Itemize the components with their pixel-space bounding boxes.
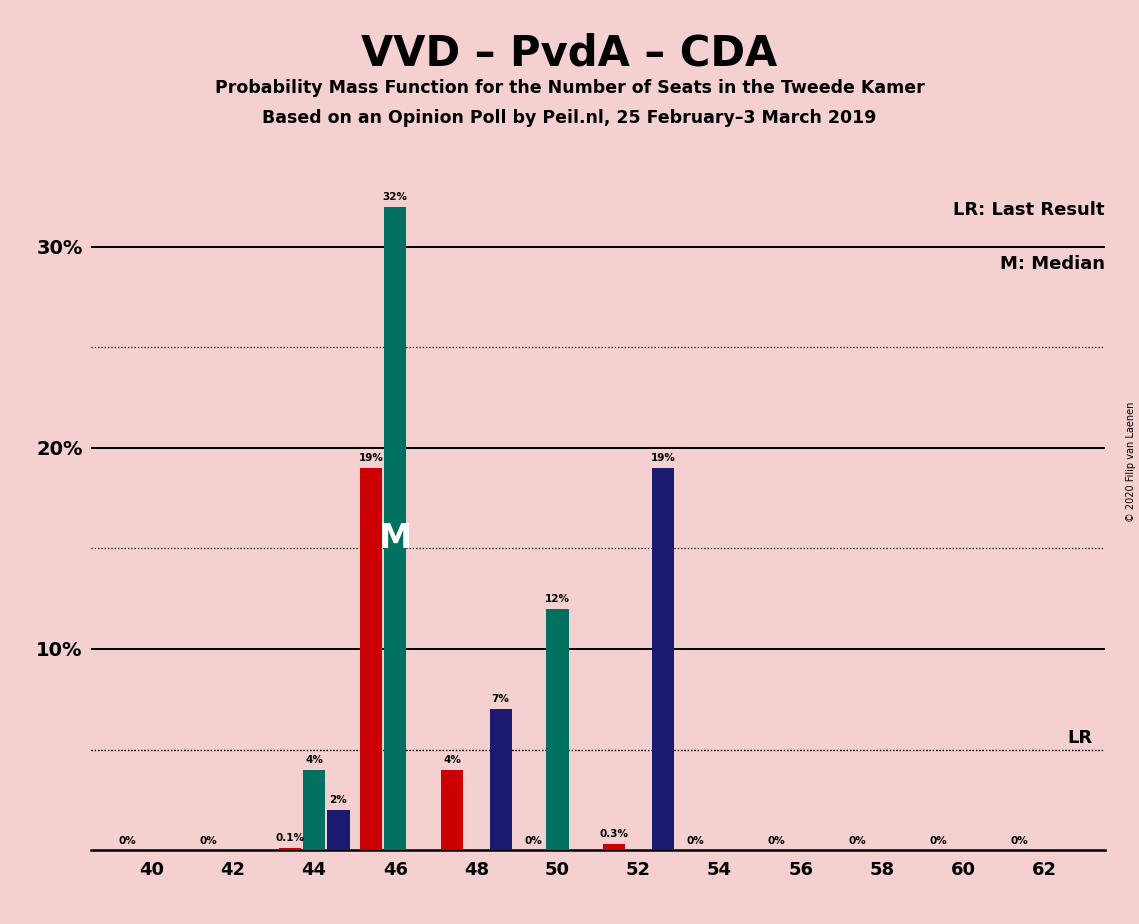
Text: M: M [378,522,412,555]
Text: 0%: 0% [118,836,137,846]
Bar [547,609,568,850]
Bar [490,710,511,850]
Text: 0%: 0% [929,836,948,846]
Text: LR: Last Result: LR: Last Result [953,201,1105,218]
Text: 19%: 19% [650,453,675,463]
Text: M: Median: M: Median [1000,255,1105,274]
Text: 0%: 0% [199,836,218,846]
Text: Based on an Opinion Poll by Peil.nl, 25 February–3 March 2019: Based on an Opinion Poll by Peil.nl, 25 … [262,109,877,127]
Bar [652,468,674,850]
Bar [360,468,382,850]
Text: 12%: 12% [544,594,570,603]
Text: 19%: 19% [359,453,384,463]
Text: VVD – PvdA – CDA: VVD – PvdA – CDA [361,32,778,74]
Text: 0.3%: 0.3% [600,829,629,839]
Text: 7%: 7% [492,694,509,704]
Text: 0.1%: 0.1% [276,833,304,843]
Text: Probability Mass Function for the Number of Seats in the Tweede Kamer: Probability Mass Function for the Number… [214,79,925,96]
Text: 32%: 32% [383,191,408,201]
Text: LR: LR [1067,728,1092,747]
Text: 2%: 2% [329,795,347,805]
Bar [279,848,301,850]
Text: 4%: 4% [443,755,461,765]
Text: 0%: 0% [687,836,704,846]
Bar [303,770,326,850]
Bar [384,207,407,850]
Bar [327,809,350,850]
Text: 0%: 0% [768,836,785,846]
Text: 0%: 0% [524,836,542,846]
Text: 0%: 0% [1010,836,1029,846]
Text: 4%: 4% [305,755,323,765]
Bar [441,770,464,850]
Bar [603,844,625,850]
Text: 0%: 0% [849,836,867,846]
Text: © 2020 Filip van Laenen: © 2020 Filip van Laenen [1126,402,1136,522]
